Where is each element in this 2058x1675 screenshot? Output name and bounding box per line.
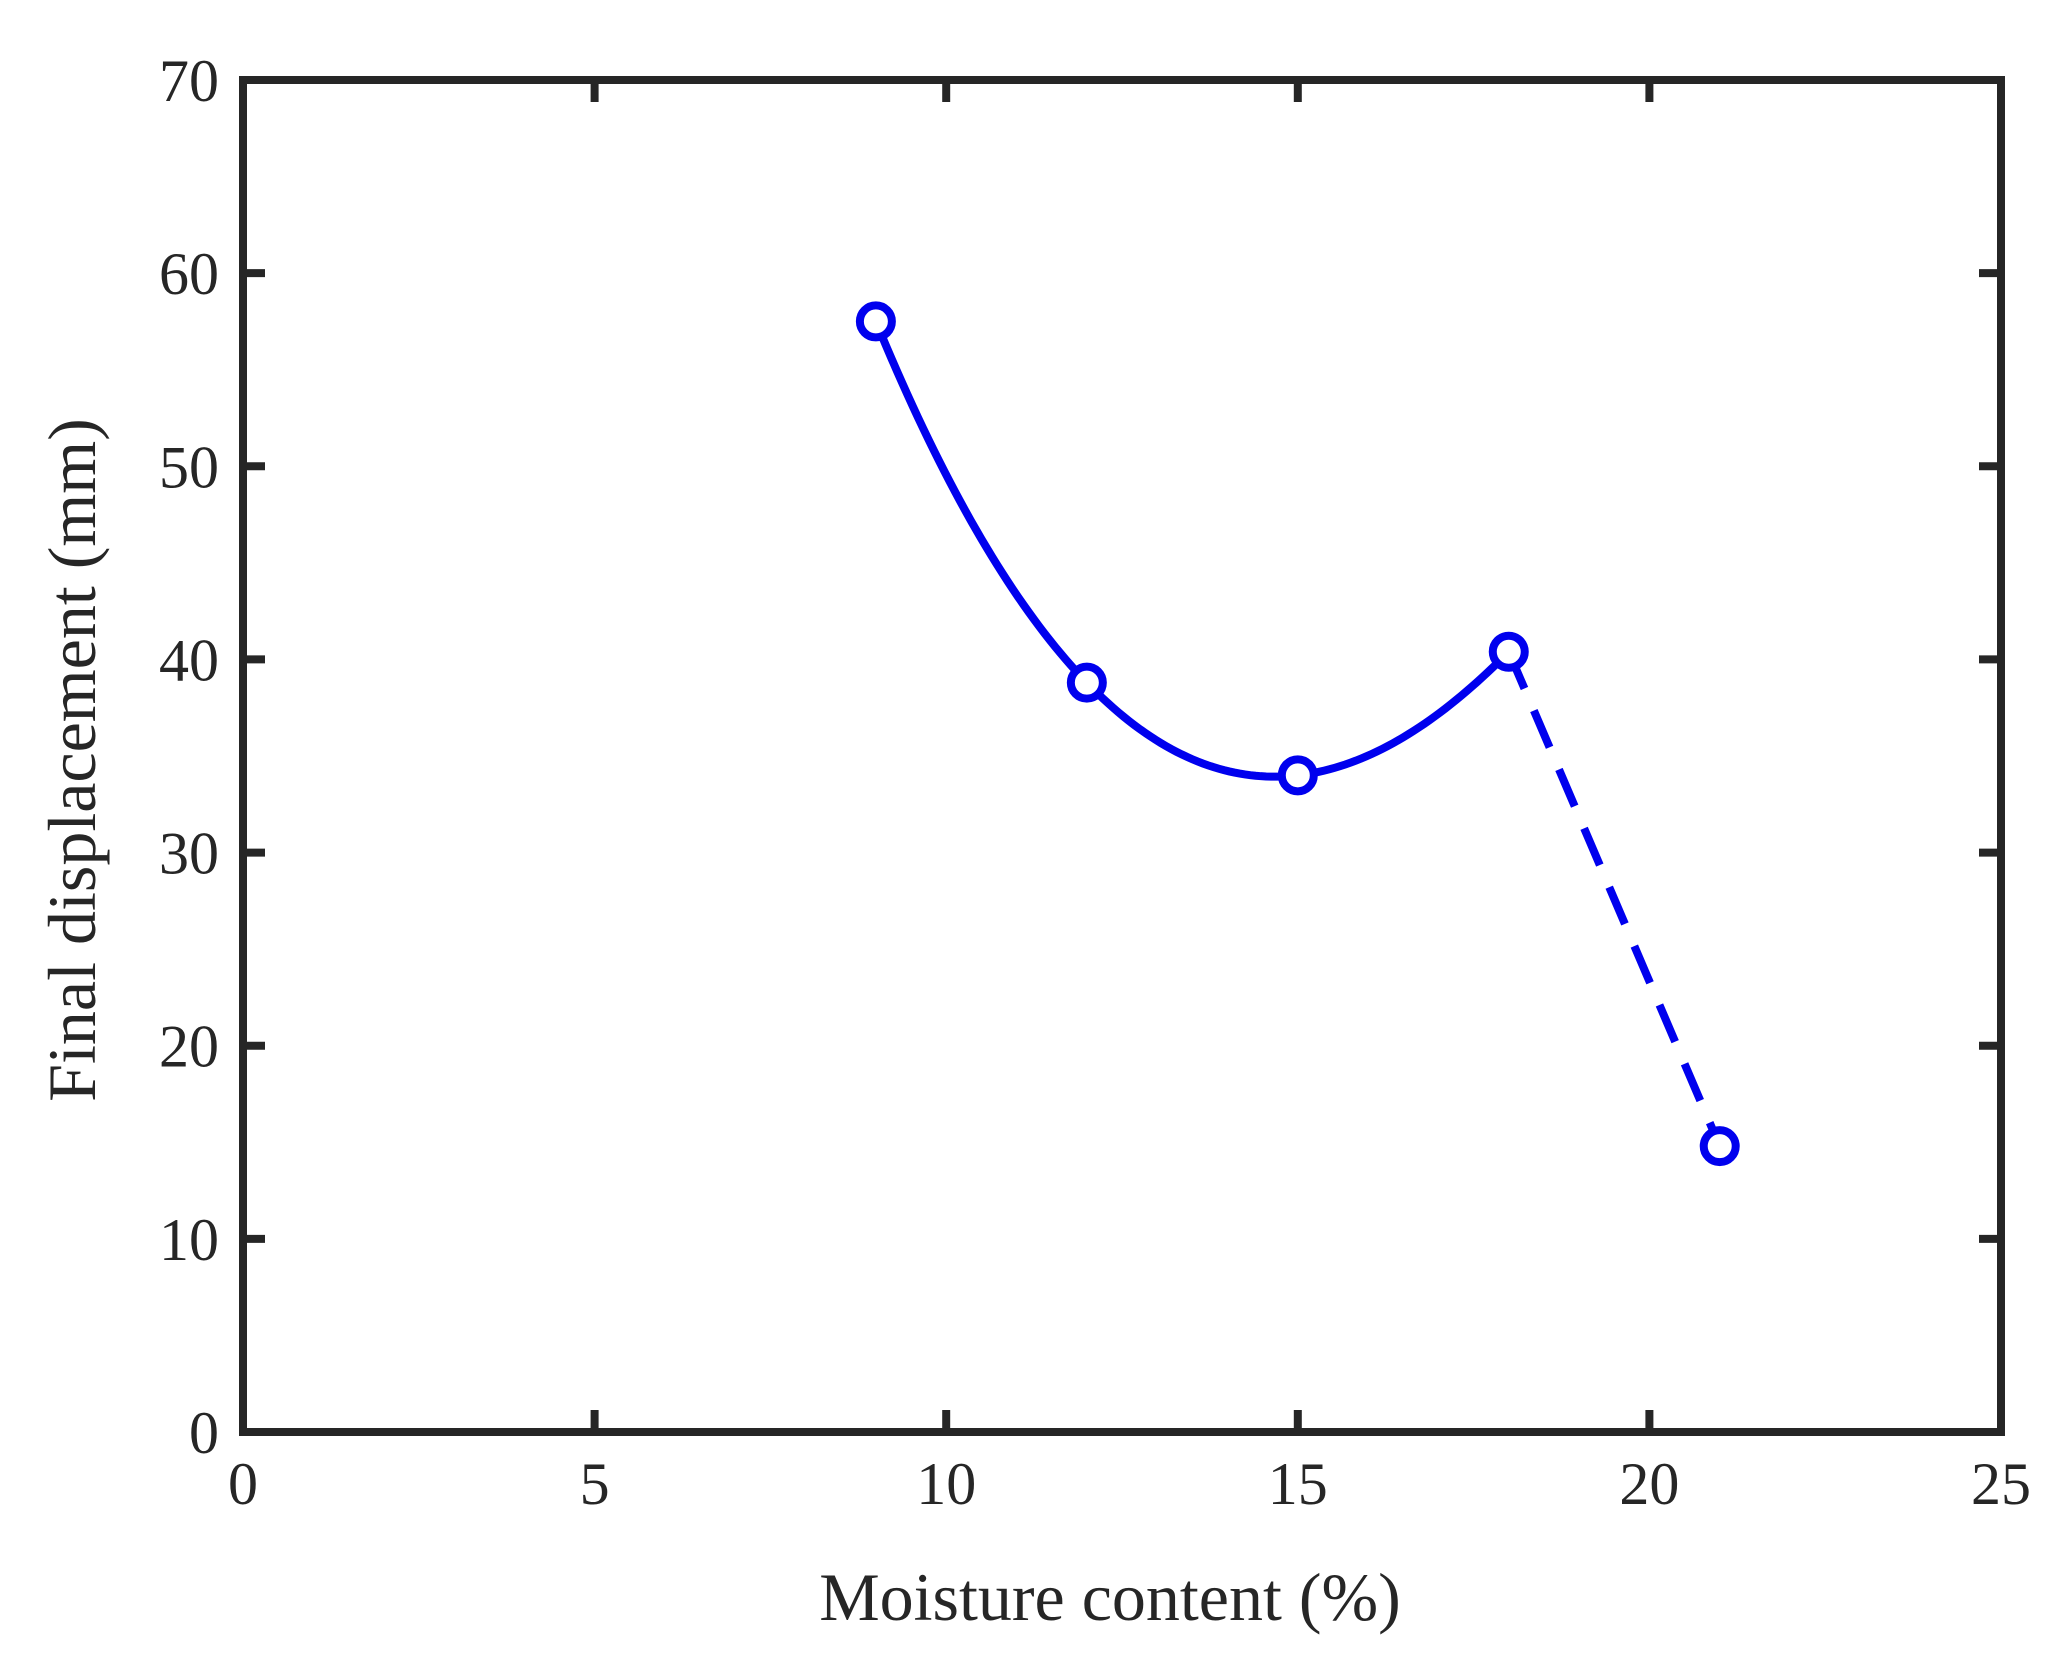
data-point — [1699, 1126, 1740, 1167]
data-point — [1066, 662, 1107, 703]
series-dashed-segment — [1505, 650, 1724, 1148]
y-tick-label: 50 — [159, 434, 219, 500]
x-tick-label: 0 — [228, 1451, 258, 1517]
series-layer — [855, 301, 1740, 1167]
data-point — [855, 301, 896, 342]
y-tick-label: 20 — [159, 1014, 219, 1080]
x-tick-label: 25 — [1971, 1451, 2031, 1517]
plot-frame — [239, 76, 2005, 1436]
data-point — [1277, 755, 1318, 796]
x-tick-label: 15 — [1268, 1451, 1328, 1517]
x-axis-label: Moisture content (%) — [819, 1559, 1401, 1635]
x-tick-label: 10 — [916, 1451, 976, 1517]
plot-area — [239, 76, 2005, 1436]
x-tick-label: 20 — [1619, 1451, 1679, 1517]
y-tick-label: 0 — [189, 1400, 219, 1466]
y-tick-label: 70 — [159, 48, 219, 114]
y-axis-label: Final displacement (mm) — [34, 418, 110, 1102]
y-tick-label: 40 — [159, 627, 219, 693]
y-tick-label: 30 — [159, 821, 219, 887]
x-tick-label: 5 — [580, 1451, 610, 1517]
y-axis: 0 10 20 30 40 50 60 70 — [159, 48, 2001, 1466]
y-tick-label: 10 — [159, 1207, 219, 1273]
y-tick-label: 60 — [159, 241, 219, 307]
data-point — [1488, 631, 1529, 672]
x-axis: 0 5 10 15 20 25 — [228, 80, 2031, 1517]
series-fit-curve — [871, 317, 1513, 781]
